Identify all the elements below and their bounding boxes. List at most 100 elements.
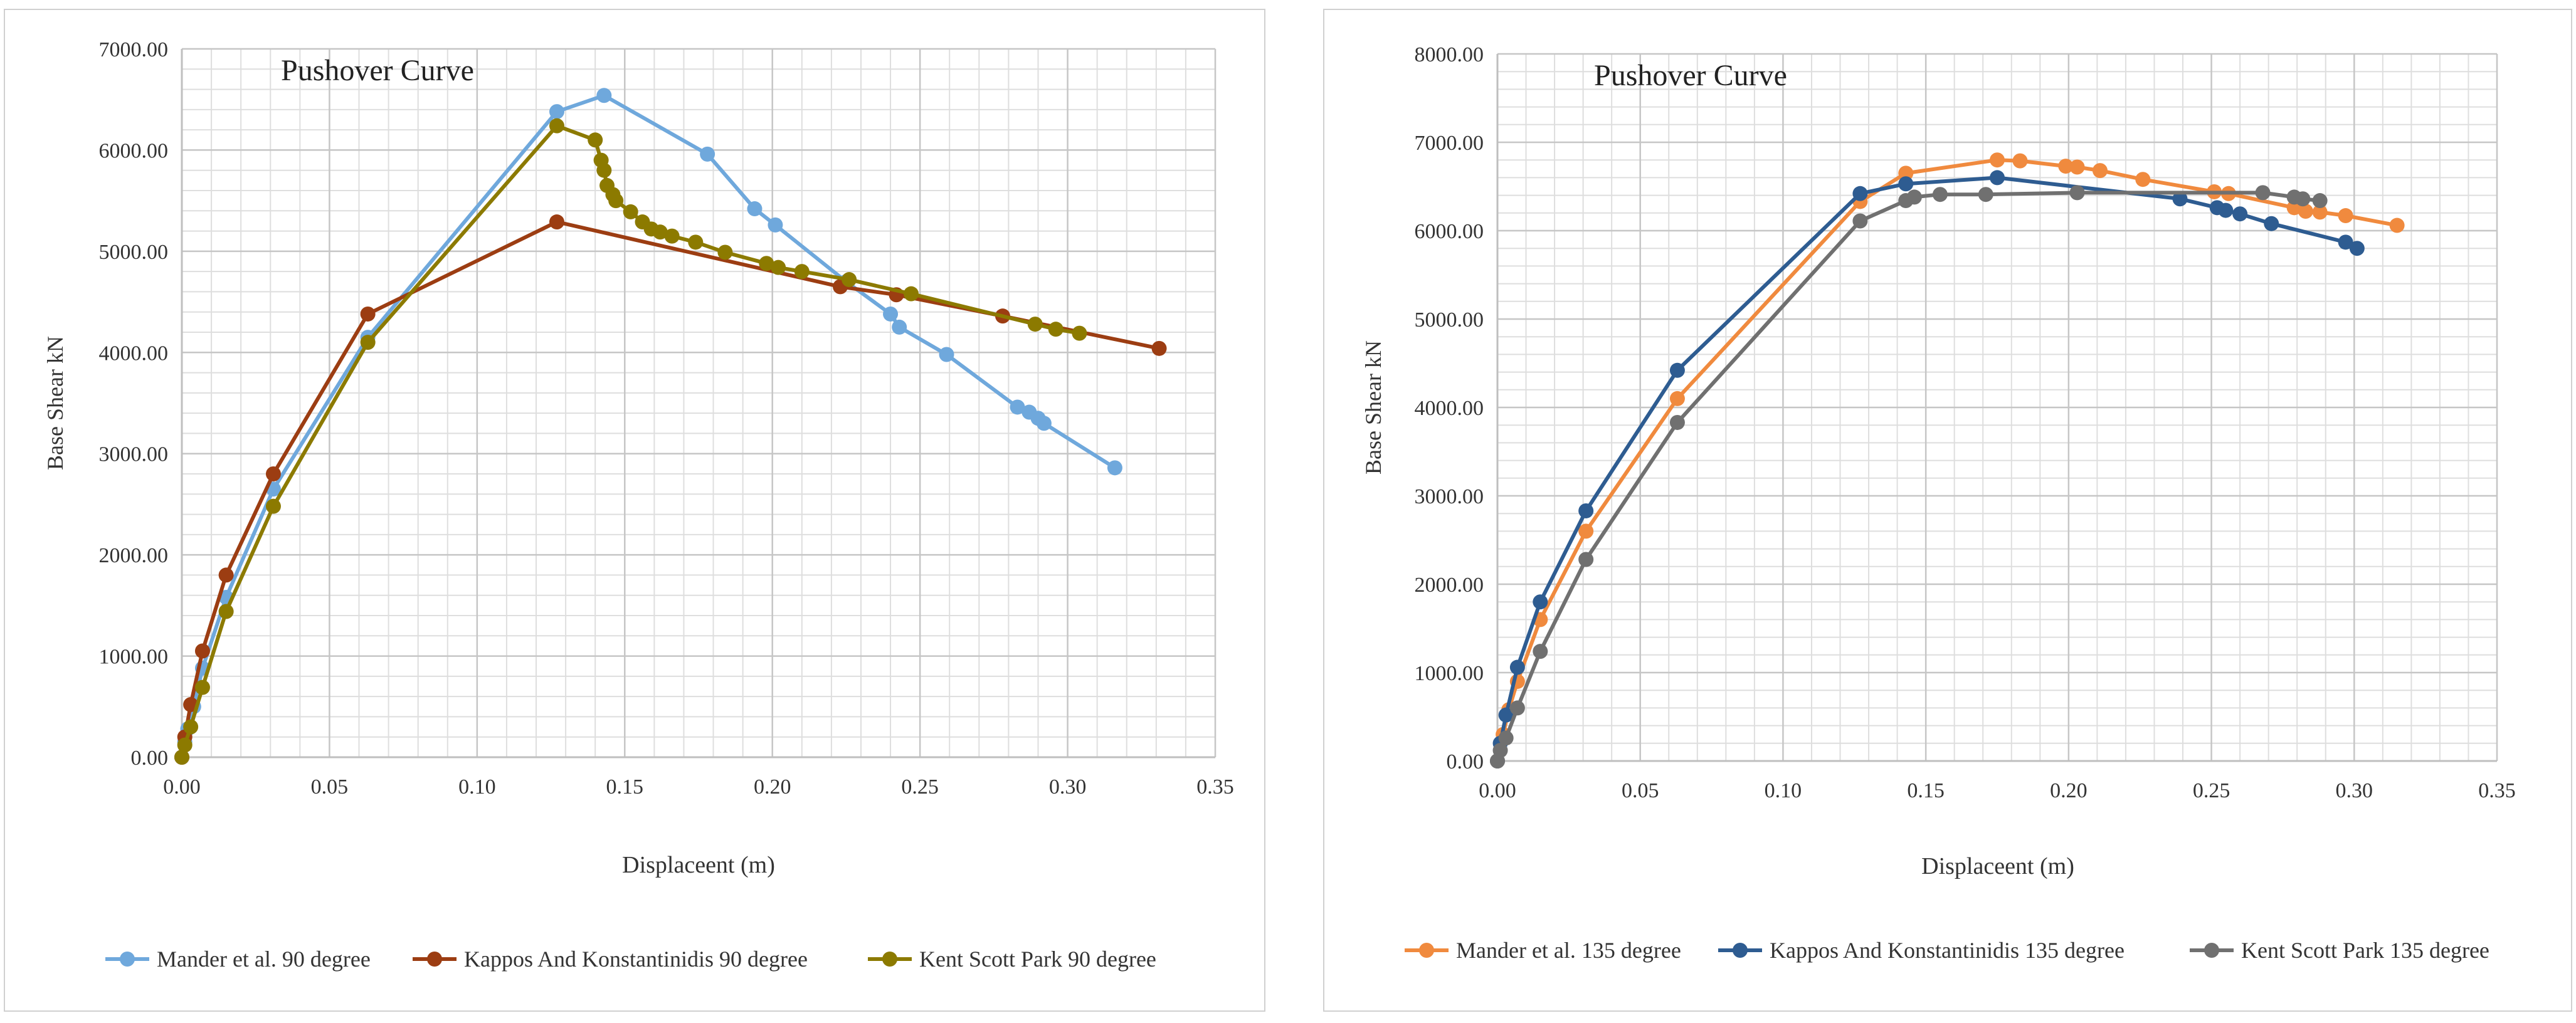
legend-marker <box>2204 943 2219 958</box>
y-tick-label: 0.00 <box>1447 750 1484 774</box>
data-point <box>664 228 680 244</box>
data-point <box>1048 322 1064 337</box>
data-point <box>652 224 668 240</box>
data-point <box>265 466 281 481</box>
data-point <box>1151 340 1167 356</box>
data-point <box>1509 700 1525 716</box>
data-point <box>2218 202 2234 218</box>
data-point <box>218 604 234 619</box>
data-point <box>700 146 715 162</box>
data-point <box>183 719 199 735</box>
data-point <box>1669 391 1685 406</box>
grid-lines <box>181 48 1217 758</box>
data-point <box>1578 552 1594 567</box>
data-point <box>1669 414 1685 430</box>
legend-label: Kappos And Konstantinidis 90 degree <box>464 947 808 972</box>
chart-panel-90-degree: 0.00 0.05 0.10 0.15 0.20 0.25 0.30 0.35 0.00 1000… <box>4 9 1265 1012</box>
data-point <box>1932 187 1948 202</box>
chart-panel-135-degree: 0.00 0.05 0.10 0.15 0.20 0.25 0.30 0.35 0.00 1000… <box>1323 9 2572 1012</box>
series-3 <box>1490 185 2328 769</box>
data-point <box>892 319 907 335</box>
data-point <box>1578 523 1594 539</box>
data-point <box>1509 659 1525 675</box>
y-tick-label: 6000.00 <box>99 139 169 162</box>
y-tick-label: 8000.00 <box>1415 43 1484 66</box>
x-tick-label: 0.20 <box>754 775 791 799</box>
y-axis-label: Base Shear kN <box>43 336 68 470</box>
data-point <box>588 132 603 148</box>
data-point <box>1492 743 1508 758</box>
x-tick-label: 0.35 <box>1196 775 1234 799</box>
legend-label: Mander et al. 135 degree <box>1456 938 1681 963</box>
legend-label: Kappos And Konstantinidis 135 degree <box>1770 938 2125 963</box>
data-point <box>549 214 564 230</box>
data-point <box>2389 218 2405 233</box>
x-tick-label: 0.00 <box>163 775 201 799</box>
data-point <box>360 306 376 322</box>
legend-marker <box>1419 943 1434 958</box>
data-point <box>1990 152 2005 168</box>
data-point <box>1533 644 1548 659</box>
pushover-chart-90: 0.00 0.05 0.10 0.15 0.20 0.25 0.30 0.35 0.00 1000… <box>43 38 1234 972</box>
data-point <box>194 679 210 695</box>
series-2 <box>1490 170 2365 769</box>
legend: Mander et al. 90 degree Kappos And Konsta… <box>105 947 1156 972</box>
data-point <box>218 567 234 583</box>
x-tick-label: 0.15 <box>606 775 644 799</box>
data-point <box>1898 165 1914 181</box>
y-tick-label: 4000.00 <box>1415 397 1484 420</box>
data-point <box>1533 594 1548 610</box>
x-tick-label: 0.10 <box>458 775 496 799</box>
grid-lines <box>1496 53 2498 762</box>
data-point <box>2338 234 2353 250</box>
data-point <box>1906 189 1922 205</box>
data-point <box>1498 707 1514 723</box>
data-point <box>904 286 919 302</box>
data-point <box>939 347 954 362</box>
legend-marker <box>882 952 897 967</box>
x-tick-label: 0.35 <box>2478 779 2516 802</box>
data-point <box>794 264 810 280</box>
legend: Mander et al. 135 degree Kappos And Konst… <box>1405 938 2489 963</box>
y-tick-label: 3000.00 <box>99 443 169 466</box>
x-tick-label: 0.05 <box>1622 779 1659 802</box>
x-tick-label: 0.30 <box>1049 775 1087 799</box>
series-1 <box>174 88 1122 765</box>
data-point <box>2058 159 2074 174</box>
x-tick-label: 0.25 <box>2193 779 2230 802</box>
y-tick-label: 2000.00 <box>1415 574 1484 597</box>
legend-label: Mander et al. 90 degree <box>157 947 371 972</box>
x-tick-label: 0.10 <box>1765 779 1802 802</box>
data-point <box>1498 730 1514 746</box>
data-point <box>2264 216 2279 231</box>
y-tick-label: 7000.00 <box>1415 132 1484 155</box>
data-point <box>2232 206 2248 222</box>
x-tick-label: 0.25 <box>901 775 939 799</box>
pushover-chart-135: 0.00 0.05 0.10 0.15 0.20 0.25 0.30 0.35 0.00 1000… <box>1361 43 2516 963</box>
data-point <box>1072 325 1087 341</box>
series-2 <box>174 214 1167 765</box>
y-tick-label: 4000.00 <box>99 342 169 365</box>
data-point <box>2092 163 2108 179</box>
data-point <box>360 335 376 350</box>
legend-marker <box>120 952 135 967</box>
y-tick-label: 0.00 <box>131 747 169 770</box>
data-point <box>1990 170 2005 186</box>
data-point <box>2349 241 2365 256</box>
legend-label: Kent Scott Park 90 degree <box>919 947 1156 972</box>
x-tick-label: 0.15 <box>1907 779 1945 802</box>
data-point <box>265 498 281 514</box>
data-point <box>596 162 612 178</box>
data-point <box>549 104 564 120</box>
series-line <box>180 123 1080 758</box>
y-tick-label: 5000.00 <box>1415 308 1484 332</box>
series-3 <box>174 118 1087 765</box>
data-point <box>842 272 857 288</box>
data-point <box>174 750 189 765</box>
x-axis-label: Displaceent (m) <box>622 852 775 878</box>
y-tick-label: 2000.00 <box>99 544 169 567</box>
data-point <box>549 118 564 134</box>
data-point <box>883 306 899 322</box>
x-tick-label: 0.30 <box>2336 779 2373 802</box>
data-point <box>768 217 783 233</box>
